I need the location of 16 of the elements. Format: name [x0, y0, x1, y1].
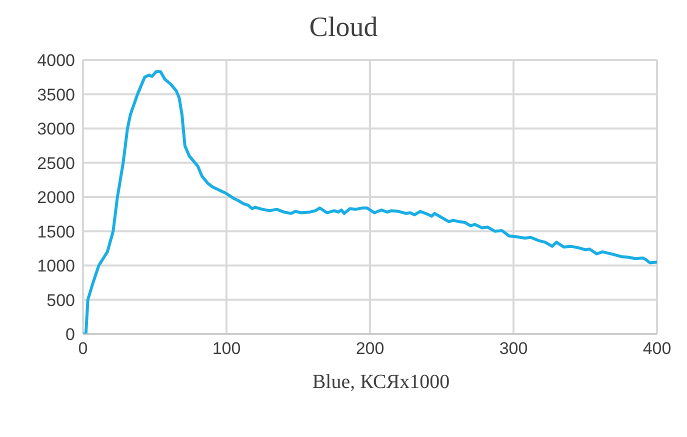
x-tick-label: 0 — [78, 339, 88, 358]
x-tick-label: 400 — [642, 339, 672, 358]
y-tick-label: 0 — [66, 325, 75, 344]
y-tick-label: 2500 — [37, 154, 75, 173]
y-tick-label: 1500 — [37, 222, 75, 242]
y-tick-label: 2000 — [37, 188, 75, 208]
x-tick-label: 200 — [356, 339, 384, 358]
y-tick-label: 3000 — [37, 120, 75, 139]
y-tick-label: 3500 — [37, 85, 75, 104]
x-tick-label: 100 — [212, 339, 241, 358]
x-axis-title: Blue, КСЯх1000 — [311, 370, 451, 395]
chart-title: Cloud — [308, 11, 379, 45]
y-tick-label: 4000 — [37, 51, 75, 70]
y-tick-label: 1000 — [37, 256, 75, 276]
x-tick-label: 300 — [499, 339, 528, 358]
y-tick-label: 500 — [46, 290, 75, 310]
